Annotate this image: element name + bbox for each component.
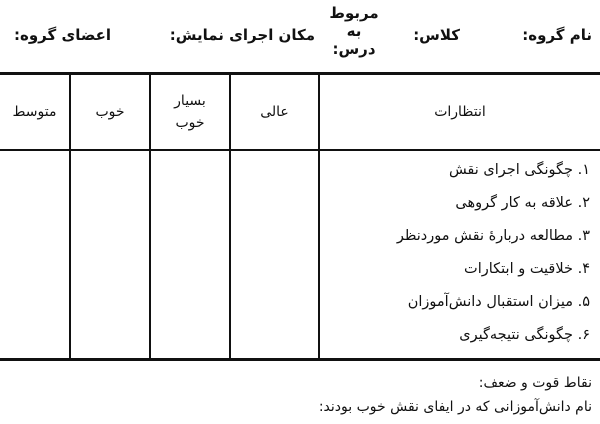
column-header-average: متوسط — [12, 104, 57, 120]
column-divider — [318, 74, 320, 359]
class-label: کلاس: — [413, 26, 460, 44]
table-top-border — [0, 72, 600, 75]
column-header-good: خوب — [95, 104, 125, 120]
related-lesson-label: مربوط به درس: — [329, 4, 379, 58]
venue-label: مکان اجرای نمایش: — [169, 26, 315, 44]
group-members-label: اعضای گروه: — [14, 26, 112, 44]
column-header-expectations: انتظارات — [434, 104, 486, 120]
criteria-item: ۲. علاقه به کار گروهی — [455, 195, 590, 211]
criteria-item: ۶. چگونگی نتیجه‌گیری — [459, 327, 590, 343]
header-row-border — [0, 149, 600, 151]
criteria-item: ۴. خلاقیت و ابتکارات — [464, 261, 590, 277]
criteria-item: ۳. مطالعه دربارهٔ نقش موردنظر — [396, 228, 590, 244]
form-header: نام گروه: کلاس: مربوط به درس: مکان اجرای… — [0, 0, 600, 72]
column-divider — [229, 74, 231, 359]
strengths-weaknesses-label: نقاط قوت و ضعف: — [478, 375, 592, 391]
table-bottom-border — [0, 358, 600, 361]
group-name-label: نام گروه: — [522, 26, 592, 44]
criteria-item: ۱. چگونگی اجرای نقش — [448, 162, 590, 178]
column-header-excellent: عالی — [260, 104, 289, 120]
column-header-very-good: بسیار خوب — [174, 93, 206, 131]
criteria-item: ۵. میزان استقبال دانش‌آموزان — [407, 294, 590, 310]
column-divider — [69, 74, 71, 359]
criteria-list: ۱. چگونگی اجرای نقش ۲. علاقه به کار گروه… — [320, 154, 590, 352]
column-divider — [149, 74, 151, 359]
good-students-label: نام دانش‌آموزانی که در ایفای نقش خوب بود… — [318, 399, 592, 415]
